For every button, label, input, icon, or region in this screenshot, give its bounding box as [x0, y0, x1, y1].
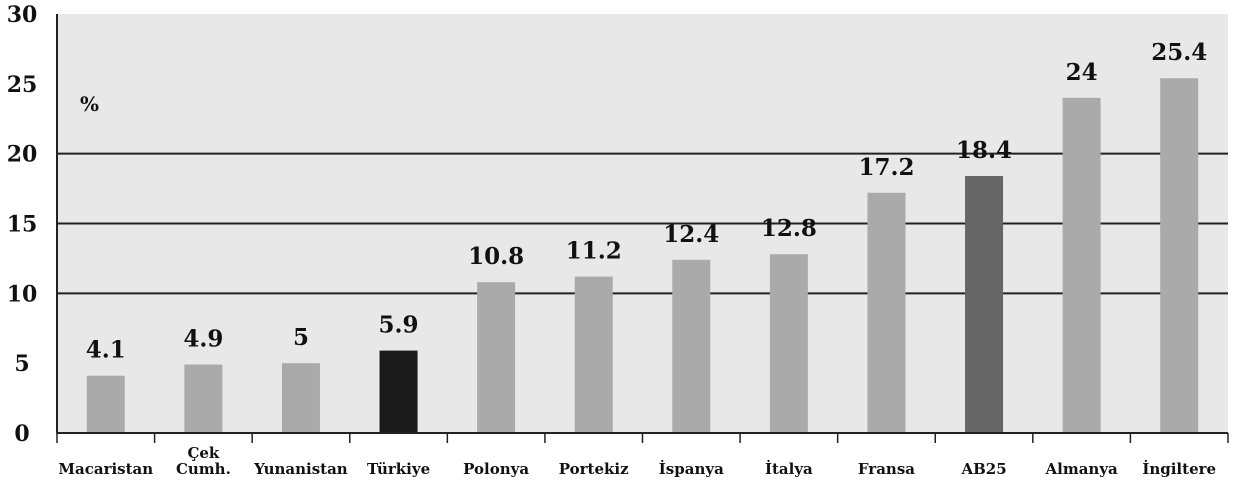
bar-9 — [965, 176, 1004, 433]
bar-6 — [672, 259, 711, 433]
category-label-3: Türkiye — [367, 460, 430, 478]
category-label-10: Almanya — [1044, 460, 1118, 478]
bar-3 — [379, 350, 418, 433]
bar-7 — [769, 254, 808, 433]
y-tick-label-10: 10 — [7, 281, 38, 307]
category-label-6: İspanya — [659, 459, 724, 478]
y-axis-unit-label: % — [80, 92, 99, 116]
value-label-11: 25.4 — [1151, 39, 1207, 66]
y-tick-label-5: 5 — [14, 351, 29, 377]
bar-1 — [184, 364, 223, 433]
value-label-2: 5 — [293, 324, 309, 351]
category-label-4: Polonya — [463, 460, 529, 478]
category-label-0: Macaristan — [58, 460, 153, 478]
bar-4 — [477, 282, 516, 433]
category-label-11: İngiltere — [1142, 459, 1216, 478]
bar-8 — [867, 192, 906, 433]
category-label-2: Yunanistan — [253, 460, 348, 478]
y-tick-label-25: 25 — [7, 72, 38, 98]
category-label-8: Fransa — [858, 460, 915, 478]
value-label-8: 17.2 — [858, 154, 914, 181]
category-label-9: AB25 — [960, 460, 1006, 478]
category-label-1-1: Cumh. — [176, 460, 231, 478]
value-label-7: 12.8 — [761, 215, 817, 242]
category-label-5: Portekiz — [559, 460, 629, 478]
value-label-1: 4.9 — [183, 326, 223, 353]
y-tick-label-0: 0 — [14, 421, 29, 447]
value-label-6: 12.4 — [663, 221, 719, 248]
bar-2 — [281, 363, 320, 433]
bar-10 — [1062, 97, 1101, 434]
y-tick-label-15: 15 — [7, 212, 38, 238]
bar-11 — [1160, 78, 1199, 433]
bar-0 — [86, 375, 125, 433]
value-label-10: 24 — [1066, 59, 1098, 86]
value-label-9: 18.4 — [956, 137, 1012, 164]
value-label-4: 10.8 — [468, 243, 524, 270]
value-label-3: 5.9 — [379, 312, 419, 339]
category-label-1-0: Çek — [187, 444, 219, 462]
category-label-7: İtalya — [765, 459, 813, 478]
value-label-0: 4.1 — [86, 337, 126, 364]
bar-5 — [574, 276, 613, 433]
value-label-5: 11.2 — [566, 238, 622, 265]
y-tick-label-30: 30 — [7, 2, 38, 28]
y-tick-label-20: 20 — [7, 142, 38, 168]
